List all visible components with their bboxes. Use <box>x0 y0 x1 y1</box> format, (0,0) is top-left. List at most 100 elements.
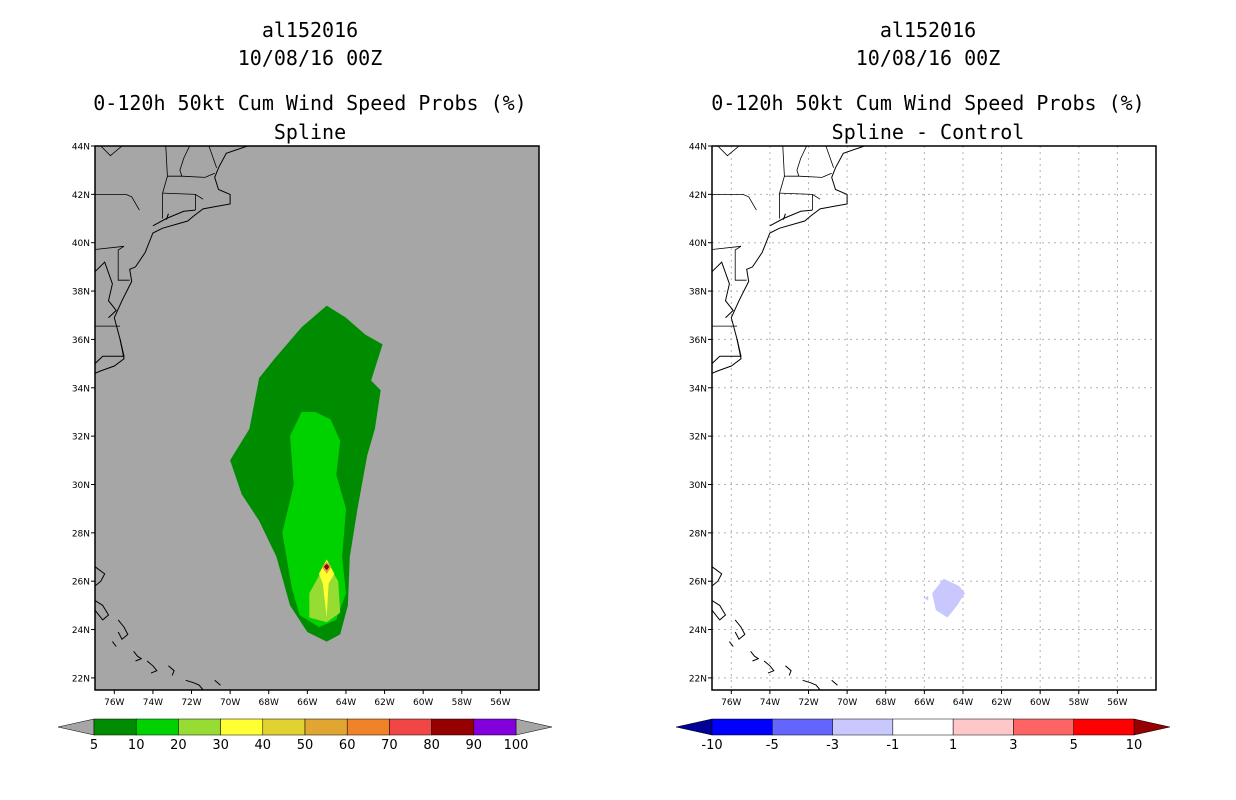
left-ytick-label: 40N <box>72 239 90 249</box>
left-state-border <box>208 146 217 168</box>
right-xtick-label: 72W <box>798 698 818 708</box>
left-ytick-label: 44N <box>72 143 90 153</box>
right-xtick-label: 58W <box>1069 698 1089 708</box>
left-map-area <box>95 146 539 690</box>
left-colorbar-swatch <box>304 718 348 736</box>
left-coastline <box>152 209 196 227</box>
right-coastline <box>712 146 865 364</box>
right-colorbar-high-end <box>1133 718 1171 736</box>
left-datetime: 10/08/16 00Z <box>237 46 383 70</box>
right-island <box>763 660 775 674</box>
left-state-border <box>117 245 130 281</box>
left-ytick-label: 36N <box>72 336 90 346</box>
left-island <box>95 600 110 621</box>
right-coastline <box>712 261 734 319</box>
left-state-border <box>95 193 140 211</box>
left-state-border <box>95 245 125 250</box>
right-xtick-label: 56W <box>1107 698 1127 708</box>
right-state-border <box>779 146 785 219</box>
left-state-border <box>100 146 123 157</box>
right-xtick-label: 66W <box>914 698 934 708</box>
right-colorbar-swatch <box>772 718 833 736</box>
left-colorbar-label: 90 <box>466 738 483 753</box>
right-state-border <box>796 146 807 177</box>
left-ytick-label: 42N <box>72 191 90 201</box>
right-state-border <box>717 146 740 157</box>
left-colorbar-label: 5 <box>90 738 98 753</box>
right-colorbar-swatch <box>952 718 1014 736</box>
left-colorbar-label: 100 <box>504 738 529 753</box>
right-map-area <box>712 146 1156 690</box>
right-coastline <box>782 213 786 220</box>
left-coastline <box>165 213 169 220</box>
right-island <box>729 641 734 647</box>
right-colorbar-label: 10 <box>1126 738 1143 753</box>
right-ytick-label: 42N <box>689 191 707 201</box>
right-ytick-label: 30N <box>689 481 707 491</box>
left-colorbar-label: 30 <box>212 738 229 753</box>
right-xtick-label: 68W <box>876 698 896 708</box>
left-colorbar-swatch <box>178 718 221 736</box>
left-ytick-label: 26N <box>72 578 90 588</box>
left-coastline <box>95 339 125 374</box>
left-xtick-label: 66W <box>297 698 317 708</box>
right-colorbar-label: -10 <box>701 738 722 753</box>
left-xtick-label: 58W <box>452 698 472 708</box>
right-island <box>712 600 727 621</box>
right-xtick-label: 70W <box>837 698 857 708</box>
left-xtick-label: 62W <box>374 698 394 708</box>
left-colorbar-swatch <box>220 718 264 736</box>
left-colorbar-label: 80 <box>423 738 440 753</box>
left-island <box>168 665 175 676</box>
right-colorbar-swatch <box>1013 718 1074 736</box>
right-state-border <box>712 193 757 211</box>
left-ytick-label: 28N <box>72 529 90 539</box>
left-prob-region-90 <box>325 566 328 568</box>
left-island <box>95 566 106 587</box>
right-colorbar-low-end <box>675 718 713 736</box>
left-colorbar-label: 70 <box>381 738 398 753</box>
left-ytick-label: 30N <box>72 481 90 491</box>
left-colorbar-swatch <box>389 718 432 736</box>
right-xtick-label: 62W <box>991 698 1011 708</box>
left-ytick-label: 38N <box>72 288 90 298</box>
right-colorbar-label: -5 <box>766 738 779 753</box>
right-island <box>785 665 792 676</box>
right-coastline <box>769 209 813 227</box>
left-colorbar-swatch <box>473 718 517 736</box>
left-xtick-label: 64W <box>336 698 356 708</box>
left-colorbar-high-end <box>515 718 553 736</box>
left-state-border <box>179 146 190 177</box>
left-ytick-label: 24N <box>72 626 90 636</box>
left-chart-subtitle: Spline <box>273 120 347 144</box>
right-ytick-label: 22N <box>689 674 707 684</box>
right-ytick-label: 26N <box>689 578 707 588</box>
left-ytick-label: 22N <box>72 674 90 684</box>
right-colorbar-swatch <box>711 718 773 736</box>
left-colorbar-label: 20 <box>170 738 187 753</box>
right-map-background <box>712 146 1156 690</box>
left-xtick-label: 74W <box>143 698 163 708</box>
right-colorbar-label: -3 <box>826 738 839 753</box>
right-colorbar-label: 5 <box>1070 738 1078 753</box>
left-chart-title: 0-120h 50kt Cum Wind Speed Probs (%) <box>93 91 527 115</box>
right-colorbar-label: 3 <box>1009 738 1017 753</box>
right-xtick-label: 76W <box>721 698 741 708</box>
left-island <box>133 650 143 662</box>
left-colorbar-label: 40 <box>255 738 272 753</box>
left-xtick-label: 68W <box>259 698 279 708</box>
left-storm-id: al152016 <box>261 18 359 42</box>
right-ytick-label: 38N <box>689 288 707 298</box>
left-colorbar-label: 50 <box>297 738 314 753</box>
left-colorbar-swatch <box>431 718 475 736</box>
right-colorbar-label: 1 <box>949 738 957 753</box>
right-ytick-label: 24N <box>689 626 707 636</box>
right-storm-id: al152016 <box>879 18 977 42</box>
right-state-border <box>825 146 834 168</box>
left-island <box>112 641 117 647</box>
right-island <box>712 566 723 587</box>
right-prob-region--3 <box>932 578 965 618</box>
left-colorbar-label: 60 <box>339 738 356 753</box>
left-colorbar-swatch <box>93 718 137 736</box>
